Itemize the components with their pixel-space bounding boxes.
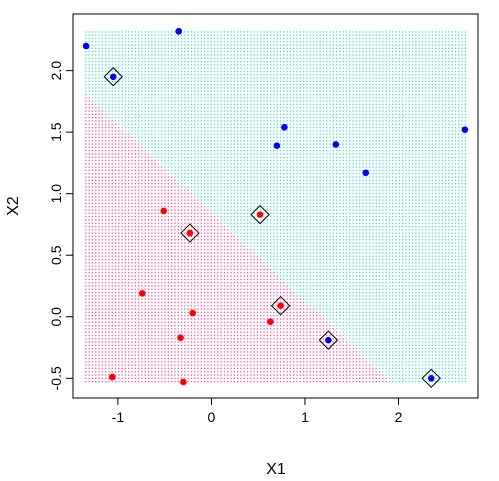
data-point-red [108, 373, 116, 381]
data-point-blue [332, 141, 340, 148]
support-vector-marker [318, 330, 339, 350]
data-point-red [189, 309, 197, 317]
data-point-red [177, 334, 184, 341]
data-points [82, 27, 469, 386]
data-point-blue [175, 27, 182, 35]
x-tick-label: -1 [112, 409, 125, 425]
support-vector-marker [180, 223, 200, 243]
y-axis-label: X2 [5, 196, 22, 216]
y-tick-label: 2.0 [48, 61, 64, 81]
data-point-red [186, 229, 194, 237]
data-point-blue [362, 169, 370, 177]
data-point-blue [109, 73, 117, 81]
data-point-red [180, 378, 187, 386]
data-point-blue [427, 375, 435, 382]
support-vector-marker [270, 295, 291, 316]
y-tick-label: 1.0 [48, 184, 64, 204]
data-point-blue [325, 336, 332, 344]
data-point-red [138, 290, 146, 297]
x-tick-label: 1 [301, 409, 309, 425]
axes: -1 0 1 2 -0.5 0.0 0.5 1.0 1.5 2.0 [48, 61, 403, 425]
data-point-red [277, 302, 284, 309]
data-point-red [256, 211, 264, 218]
support-vector-marker [250, 204, 270, 225]
data-point-blue [461, 126, 469, 133]
support-vector-markers [103, 67, 441, 389]
support-vector-marker [421, 368, 441, 389]
y-tick-label: 1.5 [48, 122, 64, 142]
data-point-blue [273, 142, 281, 149]
data-point-red [267, 318, 274, 325]
x-tick-label: 2 [395, 409, 403, 425]
x-axis-label: X1 [266, 461, 286, 478]
decision-region-grid [85, 31, 466, 383]
x-tick-label: 0 [208, 409, 216, 425]
data-point-blue [82, 42, 90, 50]
support-vector-marker [103, 67, 123, 87]
data-point-red [160, 207, 168, 215]
y-tick-label: -0.5 [48, 366, 64, 390]
plot-frame [72, 13, 479, 399]
y-tick-label: 0.5 [48, 245, 64, 265]
data-point-blue [281, 123, 288, 131]
y-tick-label: 0.0 [48, 307, 64, 327]
region-class-upper [85, 31, 466, 383]
